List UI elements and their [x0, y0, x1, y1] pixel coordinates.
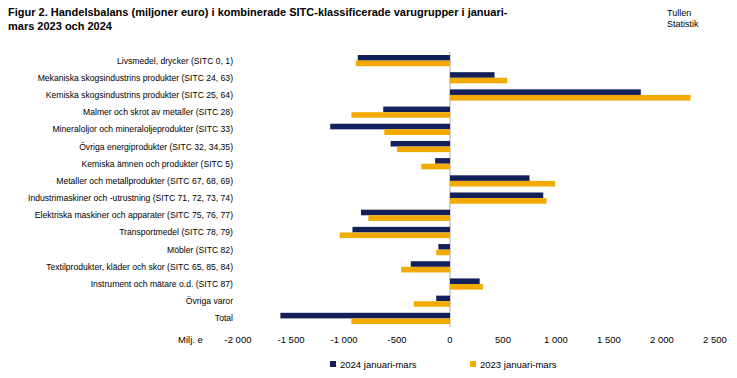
legend-swatch [470, 361, 476, 367]
tick [715, 327, 716, 329]
bar [450, 278, 480, 284]
tick-label: 2 000 [650, 334, 674, 345]
bar [397, 147, 450, 153]
legend-label: 2024 januari-mars [340, 359, 417, 370]
bar [450, 284, 483, 290]
bar [358, 55, 450, 61]
category-label: Livsmedel, drycker (SITC 0, 1) [117, 56, 233, 66]
bar [352, 227, 450, 233]
bar [421, 164, 450, 170]
tick-label: -2 000 [225, 334, 252, 345]
bar [391, 141, 450, 147]
tick-label: -500 [387, 334, 406, 345]
bar [351, 318, 450, 324]
tick [344, 327, 345, 329]
category-label: Transportmedel (SITC 78, 79) [119, 227, 233, 237]
bar [436, 296, 450, 302]
category-label: Övriga energiprodukter (SITC 32, 34,35) [79, 142, 233, 152]
category-label: Möbler (SITC 82) [167, 245, 233, 255]
tick [503, 327, 504, 329]
category-label: Elektriska maskiner och apparater (SITC … [35, 210, 233, 220]
bar [280, 313, 450, 319]
bar [414, 301, 450, 307]
bar [450, 72, 495, 78]
bar [450, 78, 507, 84]
chart: Livsmedel, drycker (SITC 0, 1) Mekaniska … [0, 0, 737, 378]
tick-label: 1 500 [597, 334, 621, 345]
tick-label: 1 000 [544, 334, 568, 345]
tick [662, 327, 663, 329]
tick-label: -1 000 [331, 334, 358, 345]
bars [280, 55, 690, 324]
bar [450, 95, 691, 101]
bar [361, 210, 450, 216]
legend-swatch [330, 361, 336, 367]
axis-label: Milj. e [178, 334, 203, 345]
category-label: Mekaniska skogsindustrins produkter (SIT… [38, 73, 233, 83]
source: Tullen Statistik [667, 8, 717, 30]
tick [397, 327, 398, 329]
bar [351, 112, 450, 118]
bar [435, 158, 450, 164]
category-label: Kemiska ämnen och produkter (SITC 5) [82, 159, 234, 169]
category-label: Industrimaskiner och -utrustning (SITC 7… [28, 193, 233, 203]
tick-label: 500 [495, 334, 511, 345]
tick [609, 327, 610, 329]
tick-label: 0 [447, 334, 452, 345]
category-label: Total [215, 313, 233, 323]
bar [383, 107, 450, 113]
bar [411, 261, 450, 267]
category-label: Textilprodukter, kläder och skor (SITC 6… [46, 262, 233, 272]
bar [450, 192, 543, 198]
tick-label: 2 500 [703, 334, 727, 345]
tick-label: -1 500 [278, 334, 305, 345]
bar [436, 250, 450, 256]
category-label: Instrument och mätare o.d. (SITC 87) [91, 279, 233, 289]
bar [450, 198, 546, 204]
bar [438, 244, 450, 250]
tick [450, 327, 451, 329]
bar [450, 89, 641, 95]
title: Figur 2. Handelsbalans (miljoner euro) i… [8, 5, 508, 33]
tick [291, 327, 292, 329]
bar [356, 61, 450, 67]
category-label: Kemiska skogsindustrins produkter (SITC … [46, 90, 233, 100]
category-label: Övriga varor [186, 296, 233, 306]
bar [384, 129, 450, 135]
bar [368, 215, 450, 221]
category-label: Mineraloljor och mineraloljeprodukter (S… [52, 124, 233, 134]
bar [340, 232, 450, 238]
bar [330, 124, 450, 130]
axis-line [238, 327, 715, 328]
bar [450, 175, 530, 181]
category-label: Metaller och metallprodukter (SITC 67, 6… [56, 176, 233, 186]
legend-label: 2023 januari-mars [480, 359, 557, 370]
tick [238, 327, 239, 329]
bar [450, 181, 555, 187]
category-label: Malmer och skrot av metaller (SITC 28) [83, 107, 233, 117]
bar [401, 267, 450, 273]
tick [556, 327, 557, 329]
